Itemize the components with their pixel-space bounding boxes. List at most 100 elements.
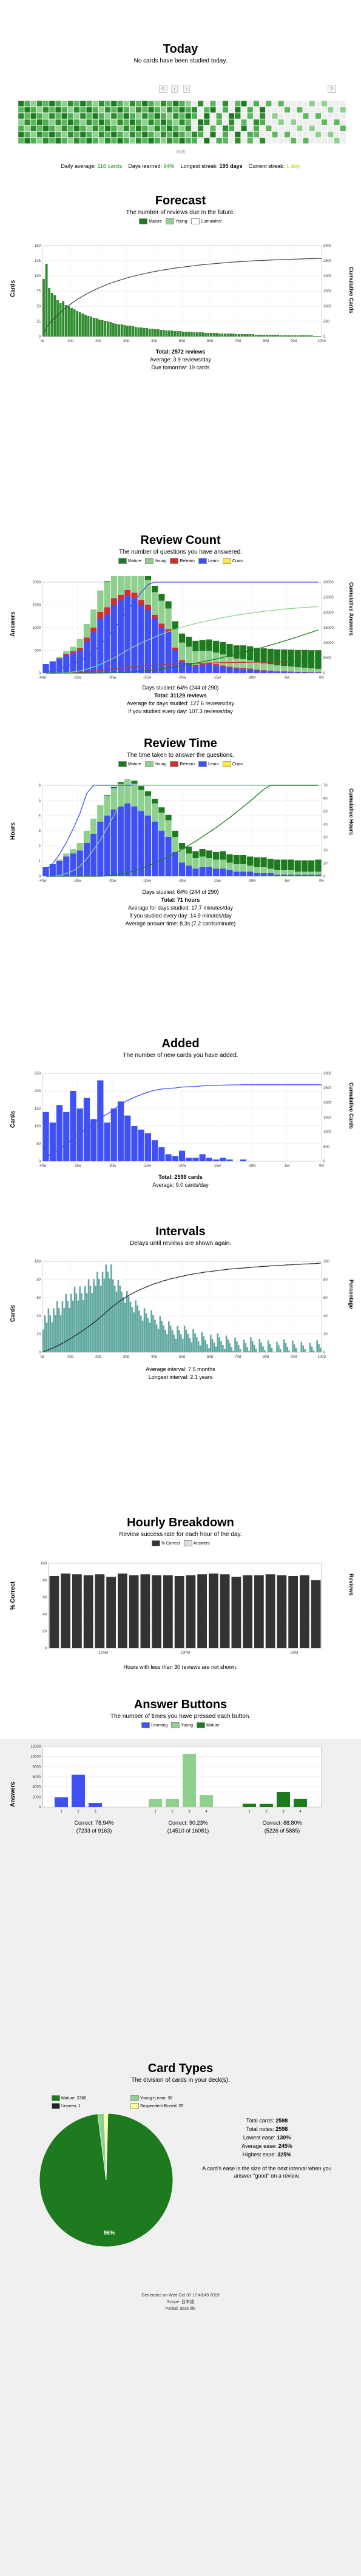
added-bar [152,1140,158,1161]
intervals-bar [84,1286,86,1352]
review-count-bar [124,576,131,590]
review-count-bar [192,651,199,665]
heatmap-cell [265,131,272,138]
review-count-bar [178,642,186,660]
review-count-bar [281,671,288,673]
y-tick-label: 500 [35,649,41,653]
current-streak-label: Current streak: [248,163,285,169]
y-tick-label: 0 [39,1351,41,1355]
heatmap-cell [253,125,260,132]
heatmap-cell [234,137,241,144]
heatmap-year-label: 2020 [176,150,186,155]
review-count-bar [254,669,260,671]
heatmap-cell [135,125,142,132]
review-count-bar [220,666,226,673]
intervals-bar [113,1285,116,1352]
forecast-bar [296,335,299,337]
legend-item: Relearn [170,558,195,564]
review-time-stats: Days studied: 64% (244 of 290) Total: 71… [0,888,361,928]
heatmap-cell [179,107,186,113]
forecast-bar [162,330,165,337]
heatmap-cell [123,137,130,144]
x-tick-label: -40w [38,676,47,680]
answer-bar [166,1799,179,1807]
forecast-bar [263,335,266,337]
heatmap-cell [49,100,55,107]
card-types-pie: 96% [39,2113,174,2247]
card-types-title: Card Types [147,2062,214,2075]
legend-item: Young [166,218,187,224]
review-count-bar [281,649,288,666]
review-time-bar [70,853,76,876]
forecast-bar [299,335,302,337]
review-time-bar [124,803,131,876]
review-time-stat: If you studied every day: 14.9 minutes/d… [129,913,232,919]
y-tick-label: 100 [35,275,41,278]
intervals-bar [143,1308,146,1352]
forecast-bar [254,335,257,337]
heatmap-cell [296,125,303,132]
legend-item: % Correct [151,1540,180,1546]
intervals-bar [79,1286,81,1352]
review-count-stat: Average for days studied: 127.6 reviews/… [127,700,234,706]
review-count-bar [274,649,281,666]
review-count-bar [288,649,294,667]
review-time-bar [104,816,110,876]
heatmap-cell [247,119,254,126]
heatmap-cell [166,137,173,144]
x-tick-label: 100d [317,340,325,343]
answer-detail: (5226 of 5885) [264,1828,300,1834]
review-count-legend: Mature Young Relearn Learn Cram [0,558,361,564]
review-count-bar [131,598,138,673]
heatmap-cell [265,119,272,126]
added-bar [212,1159,220,1161]
heatmap-cell [228,119,235,126]
review-count-bar [308,672,315,673]
forecast-bar [190,332,193,337]
review-count-bar [288,671,294,673]
heatmap-cell [104,137,111,144]
heatmap-cell [315,131,322,138]
heatmap-cell [203,107,210,113]
forecast-bar [249,334,252,337]
intervals-bar [264,1350,266,1352]
intervals-bar [222,1345,224,1352]
x-tick-label: -30w [108,879,116,883]
review-count-subtitle: The number of questions you have answere… [119,549,242,555]
heatmap-prev-year-button[interactable]: < [159,85,167,93]
heatmap-cell [284,113,291,119]
heatmap-cell [30,113,37,119]
forecast-bar [280,335,282,337]
review-count-bar [138,576,144,600]
review-time-bar [212,859,220,869]
review-time-bar [56,861,63,876]
heatmap-cell [340,113,346,119]
review-count-bar [90,628,97,632]
pie-label: 96% [104,2230,115,2236]
intervals-title: Intervals [155,1225,206,1238]
review-count-cumulative-line [46,582,319,673]
intervals-bar [246,1347,248,1352]
intervals-bar [201,1332,203,1352]
heatmap-cell [272,137,278,144]
heatmap-cell [327,137,334,144]
review-count-bar [158,594,165,601]
review-time-bar [138,790,144,811]
review-count-cumulative-line [46,606,319,674]
forecast-stats: Total: 2572 reviews Average: 3.9 reviews… [0,348,361,372]
heatmap-next-year-button[interactable]: > [328,85,336,93]
intervals-bar [58,1308,60,1352]
hourly-plot-area [48,1563,322,1649]
review-count-bar [131,576,138,593]
intervals-bar [243,1339,245,1352]
intervals-bar [171,1330,174,1352]
heatmap-next-button[interactable]: › [183,85,191,93]
review-time-bar [281,859,288,870]
review-time-bar [254,873,260,876]
heatmap-cell [36,100,43,107]
forecast-bar [84,315,87,337]
forecast-bar [210,333,212,337]
heatmap-prev-button[interactable]: ‹ [171,85,178,93]
review-count-bar [172,648,178,651]
heatmap-cell [86,119,92,126]
